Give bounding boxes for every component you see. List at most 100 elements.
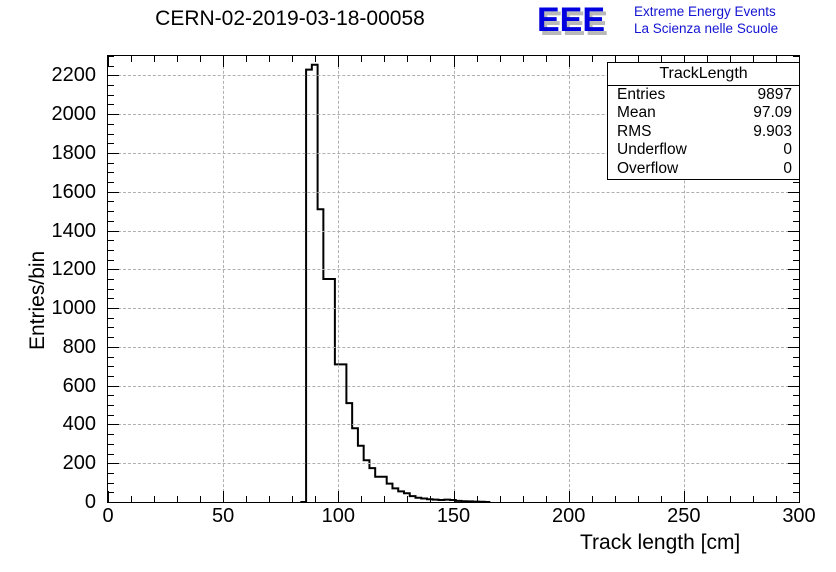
axis-tick-y (108, 298, 114, 299)
y-tick-label: 800 (62, 335, 96, 358)
y-tick-label: 1600 (51, 180, 97, 203)
axis-tick-y (793, 395, 799, 396)
axis-tick-x (108, 491, 109, 502)
axis-tick-x (523, 496, 524, 502)
axis-tick-x (430, 496, 431, 502)
axis-tick-x (384, 496, 385, 502)
axis-tick-x (615, 56, 616, 62)
axis-tick-x (799, 56, 800, 67)
axis-tick-y (108, 395, 114, 396)
gridline-vertical (684, 56, 685, 502)
axis-tick-x (684, 491, 685, 502)
axis-tick-x (477, 496, 478, 502)
axis-tick-x (200, 496, 201, 502)
axis-tick-y (108, 386, 119, 387)
axis-tick-x (177, 56, 178, 62)
axis-tick-x (500, 496, 501, 502)
eee-logo-line1: Extreme Energy Events (634, 4, 776, 19)
eee-logo: EEE Extreme Energy Events La Scienza nel… (537, 2, 833, 38)
y-tick-label: 1000 (51, 297, 97, 320)
y-tick-label: 400 (62, 413, 96, 436)
axis-tick-y (108, 502, 119, 503)
axis-tick-y (788, 308, 799, 309)
axis-tick-x (200, 56, 201, 62)
axis-tick-y (793, 260, 799, 261)
axis-tick-y (793, 221, 799, 222)
axis-tick-y (793, 366, 799, 367)
axis-tick-y (108, 318, 114, 319)
y-tick-label: 2200 (51, 64, 97, 87)
axis-tick-x (108, 56, 109, 67)
gridline-horizontal (108, 269, 799, 270)
axis-tick-y (108, 405, 114, 406)
axis-tick-y (788, 192, 799, 193)
axis-tick-y (108, 192, 119, 193)
gridline-vertical (569, 56, 570, 502)
axis-tick-y (108, 434, 114, 435)
axis-tick-x (131, 496, 132, 502)
stats-row-key: Mean (617, 104, 656, 122)
stats-row-value: 9.903 (753, 122, 792, 140)
axis-tick-x (430, 56, 431, 62)
axis-tick-y (108, 347, 119, 348)
gridline-vertical (223, 56, 224, 502)
axis-tick-y (793, 376, 799, 377)
axis-tick-y (793, 327, 799, 328)
axis-tick-y (108, 114, 119, 115)
axis-tick-y (793, 211, 799, 212)
stats-row-key: Entries (617, 85, 666, 103)
x-axis-title: Track length [cm] (580, 531, 741, 554)
gridline-horizontal (108, 231, 799, 232)
axis-tick-y (108, 473, 114, 474)
y-tick-label: 1800 (51, 141, 97, 164)
axis-tick-x (292, 56, 293, 62)
axis-tick-y (793, 240, 799, 241)
axis-tick-x (361, 496, 362, 502)
stats-row: RMS 9.903 (608, 123, 799, 142)
stats-row: Mean 97.09 (608, 104, 799, 123)
axis-tick-y (108, 153, 119, 154)
axis-tick-x (546, 56, 547, 62)
axis-tick-y (108, 134, 114, 135)
axis-tick-x (661, 496, 662, 502)
axis-tick-y (793, 357, 799, 358)
stats-row: Overflow 0 (608, 160, 799, 179)
axis-tick-x (315, 56, 316, 62)
axis-tick-y (788, 347, 799, 348)
axis-tick-y (108, 327, 114, 328)
stats-row-key: Overflow (617, 159, 679, 177)
axis-tick-y (108, 376, 114, 377)
stats-row-key: Underflow (617, 141, 687, 159)
y-tick-label: 600 (62, 374, 96, 397)
gridline-horizontal (108, 153, 799, 154)
axis-tick-x (592, 496, 593, 502)
axis-tick-x (500, 56, 501, 62)
axis-tick-y (793, 415, 799, 416)
axis-tick-y (793, 279, 799, 280)
axis-tick-y (108, 269, 119, 270)
stats-title: TrackLength (608, 63, 799, 86)
axis-tick-y (108, 260, 114, 261)
axis-tick-x (177, 496, 178, 502)
axis-tick-y (108, 182, 114, 183)
axis-tick-x (407, 56, 408, 62)
axis-tick-x (707, 496, 708, 502)
gridline-horizontal (108, 192, 799, 193)
stats-rows: Entries 9897 Mean 97.09 RMS 9.903 Underflow 0 Ov… (608, 86, 799, 179)
axis-tick-x (569, 491, 570, 502)
axis-tick-x (684, 56, 685, 67)
stats-row-value: 9897 (757, 85, 792, 103)
stats-row: Entries 9897 (608, 86, 799, 105)
axis-tick-x (292, 496, 293, 502)
axis-tick-y (793, 318, 799, 319)
axis-tick-y (108, 163, 114, 164)
axis-tick-y (108, 289, 114, 290)
axis-tick-y (793, 337, 799, 338)
axis-tick-y (788, 386, 799, 387)
axis-tick-y (788, 424, 799, 425)
axis-tick-y (108, 66, 114, 67)
stats-box: TrackLength Entries 9897 Mean 97.09 RMS 9.903… (607, 62, 800, 180)
axis-tick-y (793, 289, 799, 290)
axis-tick-y (108, 444, 114, 445)
